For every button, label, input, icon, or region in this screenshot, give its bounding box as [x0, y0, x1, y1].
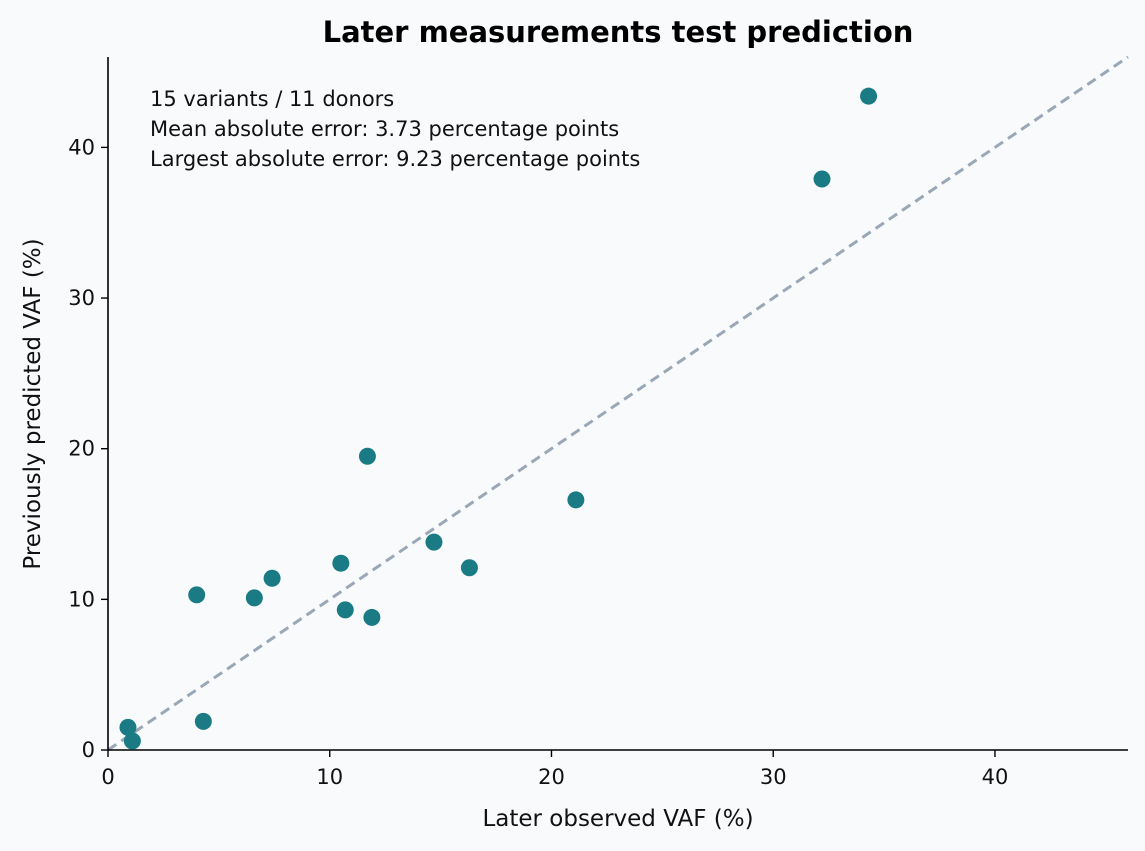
x-tick-label: 40: [982, 765, 1009, 789]
annotation-block: 15 variants / 11 donors Mean absolute er…: [150, 87, 640, 171]
x-tick-label: 20: [538, 765, 565, 789]
data-point: [263, 569, 281, 587]
y-tick-label: 20: [68, 437, 95, 461]
y-tick-label: 30: [68, 286, 95, 310]
annotation-mean-error: Mean absolute error: 3.73 percentage poi…: [150, 117, 619, 141]
y-tick-label: 0: [82, 738, 95, 762]
chart-title: Later measurements test prediction: [323, 15, 914, 49]
annotation-largest-error: Largest absolute error: 9.23 percentage …: [150, 147, 640, 171]
data-point: [358, 447, 376, 465]
data-point: [425, 533, 443, 551]
y-axis-label: Previously predicted VAF (%): [20, 238, 46, 569]
data-point: [194, 712, 212, 730]
x-axis-label: Later observed VAF (%): [482, 806, 753, 832]
x-tick-label: 0: [101, 765, 114, 789]
data-point: [245, 589, 263, 607]
data-point: [332, 554, 350, 572]
x-tick-label: 10: [316, 765, 343, 789]
data-point: [567, 491, 585, 509]
y-tick-label: 40: [68, 135, 95, 159]
data-point: [336, 601, 354, 619]
data-point: [123, 732, 141, 750]
x-tick-label: 30: [760, 765, 787, 789]
annotation-variants-donors: 15 variants / 11 donors: [150, 87, 394, 111]
data-point: [460, 559, 478, 577]
data-point: [119, 718, 137, 736]
data-point: [363, 608, 381, 626]
data-point: [188, 586, 206, 604]
data-point: [860, 87, 878, 105]
y-tick-label: 10: [68, 587, 95, 611]
data-point: [813, 170, 831, 188]
plot-area: 0 10 20 30 40 0 10 20 30 40: [68, 55, 1129, 789]
identity-reference-line: [107, 55, 1129, 752]
